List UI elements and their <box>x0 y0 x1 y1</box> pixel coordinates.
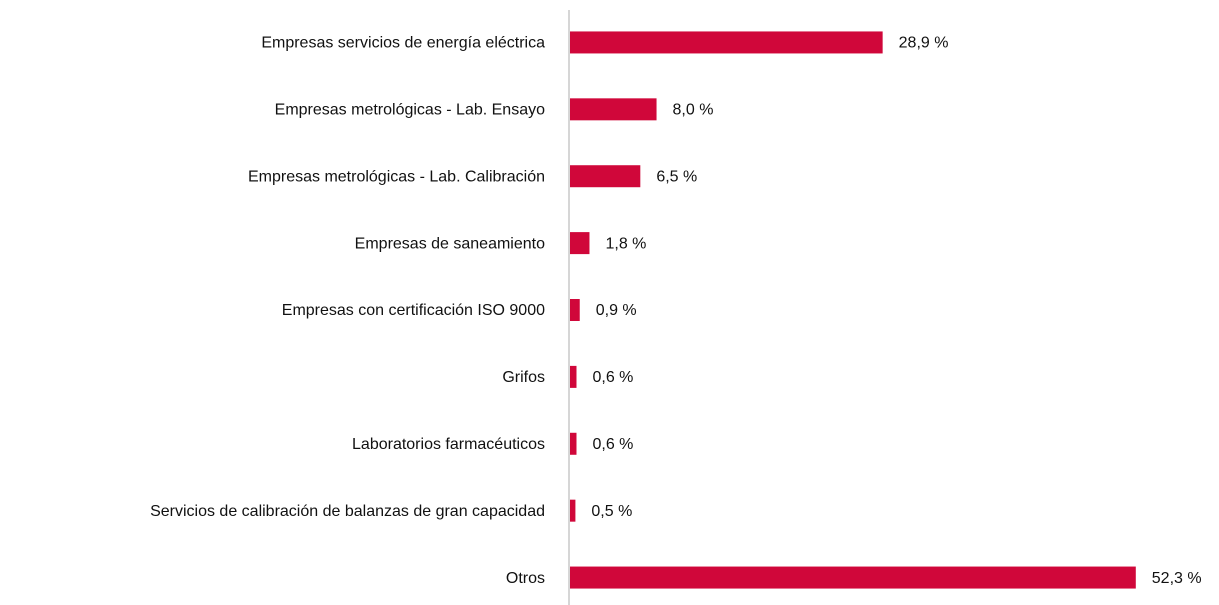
value-label: 1,8 % <box>605 235 646 252</box>
bar <box>570 232 590 255</box>
bar <box>570 31 883 54</box>
value-label: 0,9 % <box>596 302 637 319</box>
category-label: Laboratorios farmacéuticos <box>352 436 545 453</box>
category-label: Grifos <box>502 369 545 386</box>
bar <box>570 365 577 388</box>
value-label: 0,6 % <box>592 436 633 453</box>
bar <box>570 165 641 188</box>
category-label: Empresas con certificación ISO 9000 <box>282 302 545 319</box>
category-label: Empresas metrológicas - Lab. Ensayo <box>275 102 545 119</box>
value-label: 6,5 % <box>656 168 697 185</box>
bar <box>570 98 657 121</box>
value-label: 52,3 % <box>1152 570 1202 587</box>
value-label: 0,6 % <box>592 369 633 386</box>
category-label: Empresas metrológicas - Lab. Calibración <box>248 168 545 185</box>
bar <box>570 299 580 321</box>
value-label: 0,5 % <box>591 503 632 520</box>
bar <box>570 432 577 455</box>
category-label: Empresas de saneamiento <box>355 235 545 252</box>
value-label: 8,0 % <box>673 102 714 119</box>
bar <box>570 499 576 522</box>
category-label: Empresas servicios de energía eléctrica <box>261 35 545 52</box>
bar <box>570 566 1136 589</box>
category-label: Servicios de calibración de balanzas de … <box>150 503 545 520</box>
category-label: Otros <box>506 570 545 587</box>
value-label: 28,9 % <box>899 35 949 52</box>
